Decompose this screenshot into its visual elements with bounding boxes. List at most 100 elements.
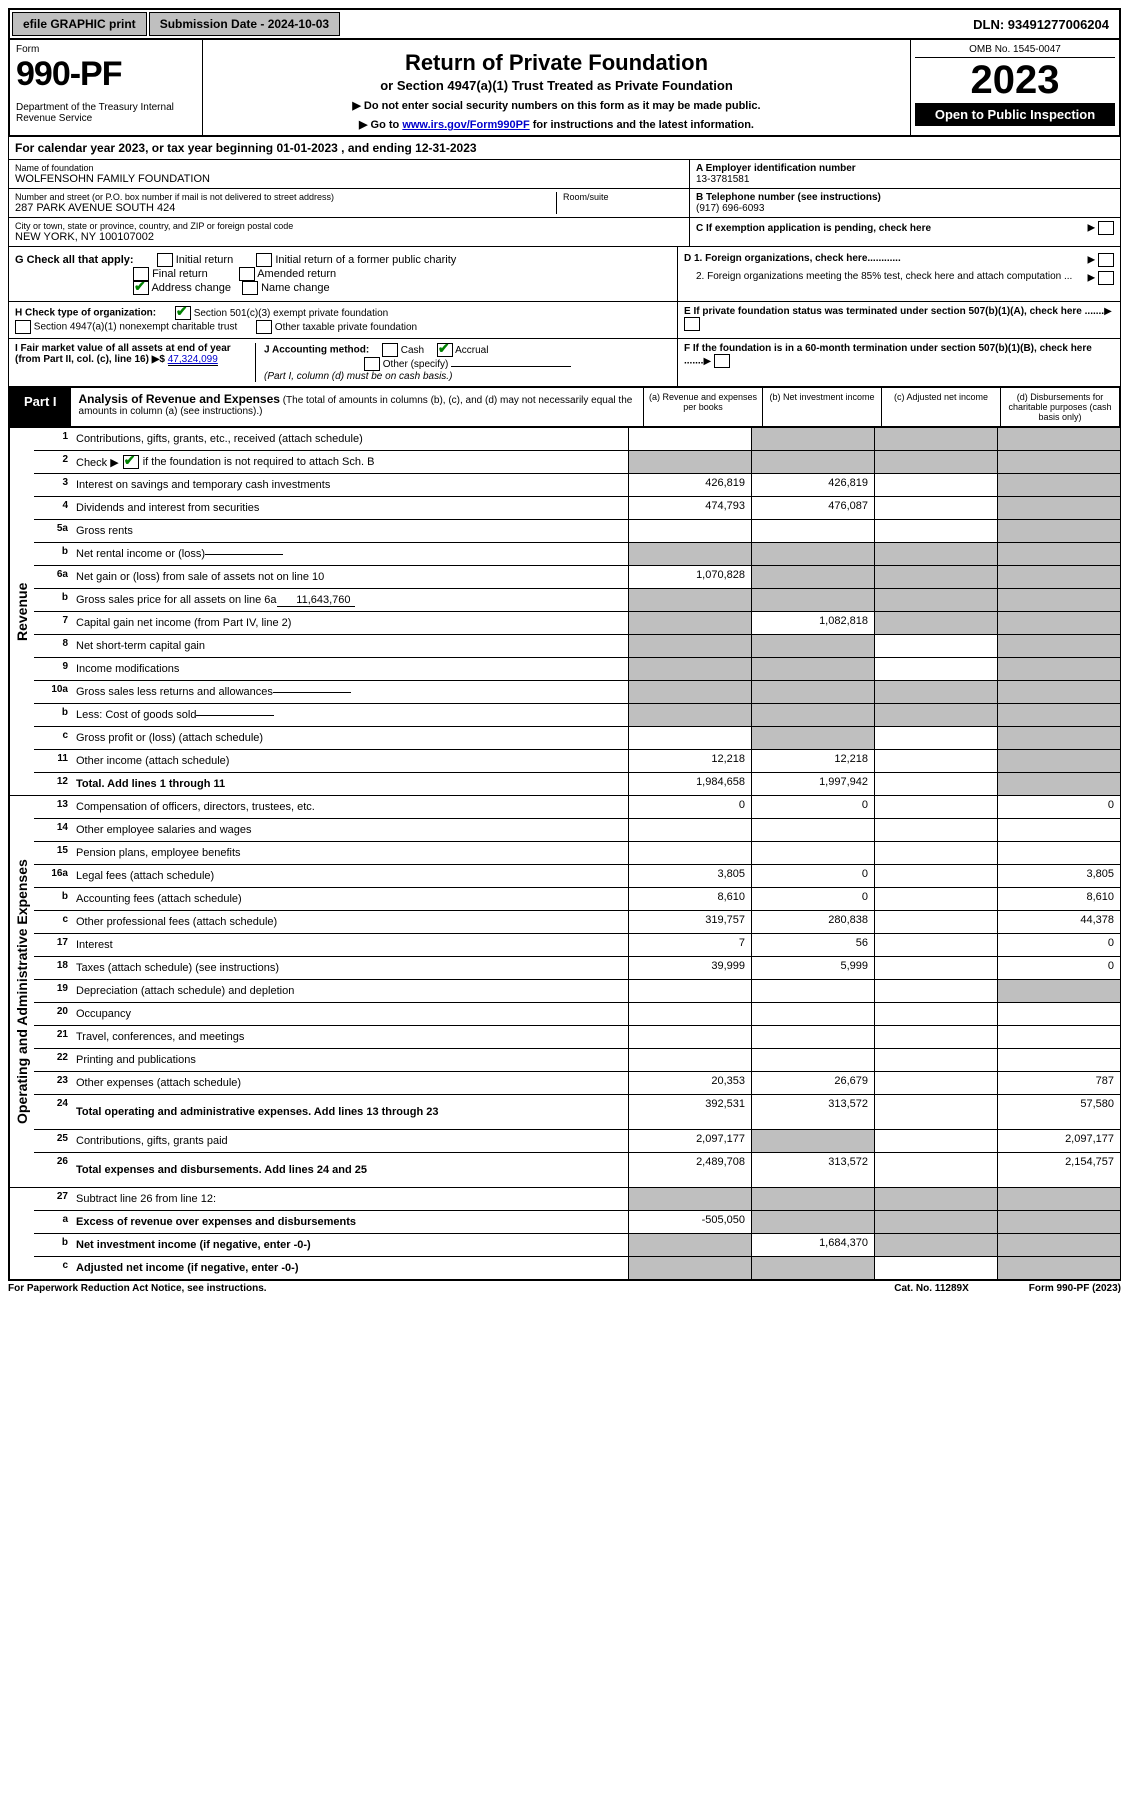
row-18-label: Taxes (attach schedule) (see instruction… <box>72 957 628 979</box>
row-16c-label: Other professional fees (attach schedule… <box>72 911 628 933</box>
part1-title: Analysis of Revenue and Expenses <box>79 392 280 406</box>
r16c-a: 319,757 <box>628 911 751 933</box>
form-header: Form 990-PF Department of the Treasury I… <box>8 40 1121 137</box>
schb-checkbox[interactable] <box>123 455 139 469</box>
r18-b: 5,999 <box>751 957 874 979</box>
part1-header: Part I Analysis of Revenue and Expenses … <box>8 387 1121 428</box>
paperwork-notice: For Paperwork Reduction Act Notice, see … <box>8 1283 267 1294</box>
phone-label: B Telephone number (see instructions) <box>696 192 1114 203</box>
r25-d: 2,097,177 <box>997 1130 1120 1152</box>
r11-b: 12,218 <box>751 750 874 772</box>
r11-a: 12,218 <box>628 750 751 772</box>
check-section-gd: G Check all that apply: Initial return I… <box>8 247 1121 302</box>
name-change-checkbox[interactable] <box>242 281 258 295</box>
row-6b-label: Gross sales price for all assets on line… <box>72 589 628 611</box>
r18-d: 0 <box>997 957 1120 979</box>
r4-a: 474,793 <box>628 497 751 519</box>
ein-label: A Employer identification number <box>696 163 1114 174</box>
row-14-label: Other employee salaries and wages <box>72 819 628 841</box>
r17-b: 56 <box>751 934 874 956</box>
row-11-label: Other income (attach schedule) <box>72 750 628 772</box>
r16c-b: 280,838 <box>751 911 874 933</box>
efile-print-button[interactable]: efile GRAPHIC print <box>12 12 147 36</box>
form-ref: Form 990-PF (2023) <box>1029 1283 1121 1294</box>
r17-d: 0 <box>997 934 1120 956</box>
r16b-b: 0 <box>751 888 874 910</box>
f-label: F If the foundation is in a 60-month ter… <box>684 343 1092 367</box>
year-block: OMB No. 1545-0047 2023 Open to Public In… <box>911 40 1119 135</box>
r24-d: 57,580 <box>997 1095 1120 1129</box>
d2-checkbox[interactable] <box>1098 271 1114 285</box>
ij-row: I Fair market value of all assets at end… <box>8 339 1121 387</box>
cash-checkbox[interactable] <box>382 343 398 357</box>
phone-value: (917) 696-6093 <box>696 203 1114 214</box>
row-16a-label: Legal fees (attach schedule) <box>72 865 628 887</box>
r16a-b: 0 <box>751 865 874 887</box>
row-1-label: Contributions, gifts, grants, etc., rece… <box>72 428 628 450</box>
h-501-checkbox[interactable] <box>175 306 191 320</box>
expenses-section: Operating and Administrative Expenses 13… <box>8 796 1121 1188</box>
dln-number: DLN: 93491277006204 <box>963 13 1119 36</box>
h-other-checkbox[interactable] <box>256 320 272 334</box>
r13-b: 0 <box>751 796 874 818</box>
row-3-label: Interest on savings and temporary cash i… <box>72 474 628 496</box>
row-23-label: Other expenses (attach schedule) <box>72 1072 628 1094</box>
e-checkbox[interactable] <box>684 317 700 331</box>
revenue-section: Revenue 1Contributions, gifts, grants, e… <box>8 428 1121 796</box>
form-link[interactable]: www.irs.gov/Form990PF <box>402 119 529 131</box>
col-c-header: (c) Adjusted net income <box>881 388 1000 426</box>
r17-a: 7 <box>628 934 751 956</box>
row-5b-label: Net rental income or (loss) <box>72 543 628 565</box>
g-label: G Check all that apply: <box>15 254 134 266</box>
amended-return-checkbox[interactable] <box>239 267 255 281</box>
row-7-label: Capital gain net income (from Part IV, l… <box>72 612 628 634</box>
r25-a: 2,097,177 <box>628 1130 751 1152</box>
e-label: E If private foundation status was termi… <box>684 306 1104 317</box>
row-4-label: Dividends and interest from securities <box>72 497 628 519</box>
address-change-checkbox[interactable] <box>133 281 149 295</box>
r16a-a: 3,805 <box>628 865 751 887</box>
d1-checkbox[interactable] <box>1098 253 1114 267</box>
h-4947-checkbox[interactable] <box>15 320 31 334</box>
row-6a-label: Net gain or (loss) from sale of assets n… <box>72 566 628 588</box>
r26-a: 2,489,708 <box>628 1153 751 1187</box>
other-method-checkbox[interactable] <box>364 357 380 371</box>
row-5a-label: Gross rents <box>72 520 628 542</box>
fmv-value[interactable]: 47,324,099 <box>168 354 218 366</box>
row-27b-label: Net investment income (if negative, ente… <box>72 1234 628 1256</box>
r16b-a: 8,610 <box>628 888 751 910</box>
omb-number: OMB No. 1545-0047 <box>915 44 1115 58</box>
row-15-label: Pension plans, employee benefits <box>72 842 628 864</box>
r4-b: 476,087 <box>751 497 874 519</box>
foundation-info: Name of foundation WOLFENSOHN FAMILY FOU… <box>8 160 1121 247</box>
accrual-checkbox[interactable] <box>437 343 453 357</box>
name-label: Name of foundation <box>15 163 683 173</box>
form-title-block: Return of Private Foundation or Section … <box>203 40 911 135</box>
row-10c-label: Gross profit or (loss) (attach schedule) <box>72 727 628 749</box>
r18-a: 39,999 <box>628 957 751 979</box>
row-13-label: Compensation of officers, directors, tru… <box>72 796 628 818</box>
initial-former-checkbox[interactable] <box>256 253 272 267</box>
top-bar: efile GRAPHIC print Submission Date - 20… <box>8 8 1121 40</box>
r7-b: 1,082,818 <box>751 612 874 634</box>
row-27c-label: Adjusted net income (if negative, enter … <box>72 1257 628 1279</box>
exemption-checkbox[interactable] <box>1098 221 1114 235</box>
calendar-year-row: For calendar year 2023, or tax year begi… <box>8 137 1121 160</box>
submission-date: Submission Date - 2024-10-03 <box>149 12 340 36</box>
row-27-label: Subtract line 26 from line 12: <box>72 1188 628 1210</box>
d2-label: 2. Foreign organizations meeting the 85%… <box>696 271 1072 282</box>
open-public-label: Open to Public Inspection <box>915 103 1115 126</box>
r27b-b: 1,684,370 <box>751 1234 874 1256</box>
row-24-label: Total operating and administrative expen… <box>72 1095 628 1129</box>
col-d-header: (d) Disbursements for charitable purpose… <box>1000 388 1119 426</box>
row-21-label: Travel, conferences, and meetings <box>72 1026 628 1048</box>
room-label: Room/suite <box>563 192 683 202</box>
r23-d: 787 <box>997 1072 1120 1094</box>
initial-return-checkbox[interactable] <box>157 253 173 267</box>
f-checkbox[interactable] <box>714 354 730 368</box>
j-label: J Accounting method: <box>264 345 369 356</box>
row-19-label: Depreciation (attach schedule) and deple… <box>72 980 628 1002</box>
line27-section: 27Subtract line 26 from line 12: aExcess… <box>8 1188 1121 1280</box>
city-value: NEW YORK, NY 100107002 <box>15 231 683 243</box>
r24-b: 313,572 <box>751 1095 874 1129</box>
